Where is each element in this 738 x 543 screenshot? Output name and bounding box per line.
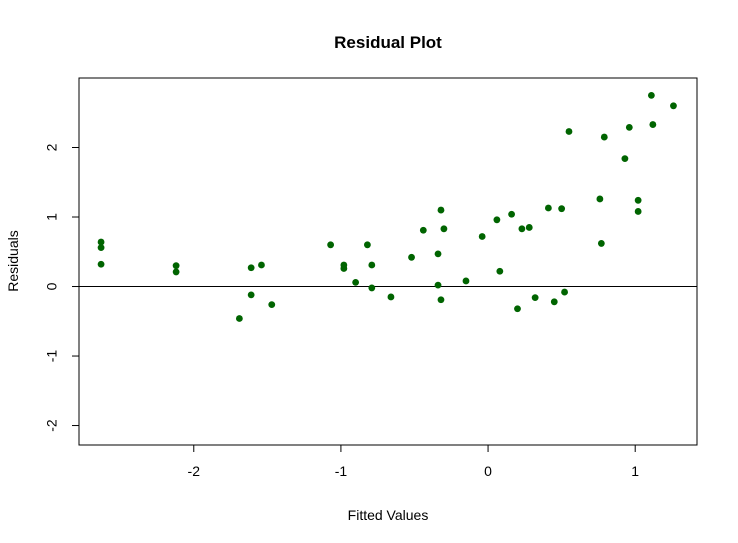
data-point bbox=[525, 224, 533, 231]
y-tick-label: 0 bbox=[44, 282, 60, 290]
data-point bbox=[496, 267, 504, 275]
data-point bbox=[493, 216, 501, 224]
y-axis: -2 -1 0 1 2 bbox=[44, 143, 80, 432]
data-point bbox=[596, 195, 604, 203]
data-point bbox=[268, 301, 276, 308]
data-point bbox=[462, 277, 470, 285]
data-point bbox=[597, 240, 605, 247]
data-point bbox=[600, 133, 608, 141]
data-point bbox=[634, 208, 642, 215]
data-point bbox=[670, 102, 677, 110]
data-point bbox=[565, 128, 573, 135]
x-tick-label: -1 bbox=[335, 463, 348, 479]
data-point bbox=[247, 291, 255, 299]
data-point bbox=[327, 241, 335, 249]
data-point bbox=[172, 262, 180, 270]
data-point bbox=[531, 294, 539, 302]
data-point bbox=[544, 204, 552, 212]
x-axis-title: Fitted Values bbox=[348, 507, 429, 523]
y-tick-label: 1 bbox=[44, 213, 60, 221]
data-point bbox=[621, 155, 629, 163]
data-point bbox=[649, 121, 657, 128]
data-point bbox=[434, 250, 442, 258]
data-point bbox=[172, 268, 180, 276]
data-point bbox=[97, 238, 105, 246]
data-points bbox=[97, 91, 677, 322]
data-point bbox=[235, 315, 243, 322]
x-tick-label: -2 bbox=[188, 463, 201, 479]
data-point bbox=[514, 305, 521, 313]
data-point bbox=[634, 196, 642, 204]
y-tick-label: 2 bbox=[44, 143, 60, 151]
data-point bbox=[419, 226, 427, 234]
data-point bbox=[434, 281, 442, 289]
data-point bbox=[518, 225, 526, 233]
y-axis-title: Residuals bbox=[5, 230, 21, 291]
data-point bbox=[247, 264, 255, 272]
data-point bbox=[97, 260, 105, 268]
data-point bbox=[408, 253, 415, 261]
y-tick-label: -2 bbox=[44, 419, 60, 432]
data-point bbox=[258, 261, 265, 269]
data-point bbox=[647, 91, 655, 99]
x-tick-label: 1 bbox=[631, 463, 639, 479]
data-point bbox=[368, 261, 376, 269]
chart-title: Residual Plot bbox=[334, 33, 442, 52]
y-tick-label: -1 bbox=[44, 350, 60, 363]
data-point bbox=[387, 293, 395, 301]
data-point bbox=[368, 284, 376, 292]
x-tick-label: 0 bbox=[484, 463, 492, 479]
data-point bbox=[364, 241, 371, 249]
data-point bbox=[625, 123, 633, 131]
data-point bbox=[561, 288, 568, 296]
data-point bbox=[478, 233, 486, 240]
data-point bbox=[437, 206, 445, 214]
data-point bbox=[550, 298, 558, 306]
data-point bbox=[97, 244, 105, 251]
data-point bbox=[352, 278, 360, 286]
data-point bbox=[508, 210, 515, 218]
data-point bbox=[440, 225, 448, 233]
data-point bbox=[437, 296, 445, 304]
data-point bbox=[340, 265, 348, 272]
x-axis: -2 -1 0 1 bbox=[188, 444, 639, 479]
plot-frame bbox=[78, 77, 698, 446]
data-point bbox=[558, 205, 566, 213]
